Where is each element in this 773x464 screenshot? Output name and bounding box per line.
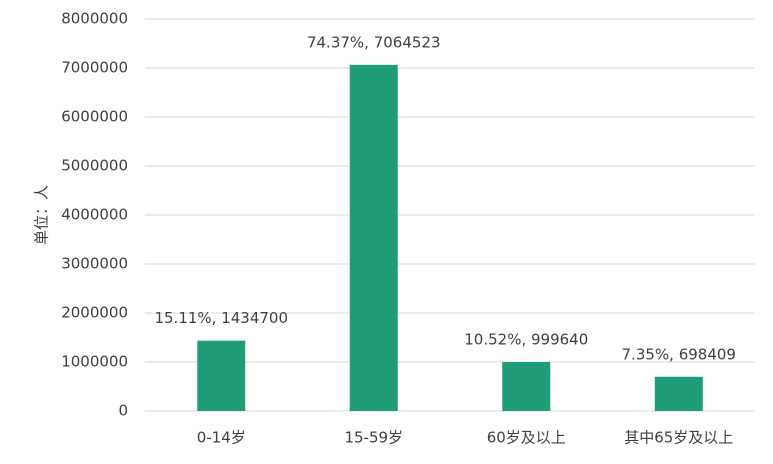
bar	[502, 362, 551, 411]
y-tick-label: 1000000	[61, 353, 128, 371]
y-axis-label: 单位：人	[33, 185, 51, 245]
bar	[654, 376, 703, 411]
bar	[349, 64, 398, 411]
x-tick-label: 其中65岁及以上	[624, 429, 733, 447]
data-label: 15.11%, 1434700	[154, 309, 288, 327]
y-tick-label: 0	[118, 402, 128, 420]
y-tick-label: 2000000	[61, 304, 128, 322]
x-tick-label: 15-59岁	[344, 429, 403, 447]
data-label: 74.37%, 7064523	[307, 33, 441, 51]
y-tick-label: 4000000	[61, 206, 128, 224]
y-tick-label: 6000000	[61, 108, 128, 126]
data-label: 10.52%, 999640	[464, 331, 588, 349]
y-tick-label: 8000000	[61, 10, 128, 28]
bar	[197, 340, 246, 411]
x-tick-label: 60岁及以上	[487, 429, 566, 447]
data-label: 7.35%, 698409	[622, 345, 736, 363]
y-tick-label: 7000000	[61, 59, 128, 77]
y-tick-label: 5000000	[61, 157, 128, 175]
x-tick-label: 0-14岁	[197, 429, 246, 447]
y-tick-label: 3000000	[61, 255, 128, 273]
